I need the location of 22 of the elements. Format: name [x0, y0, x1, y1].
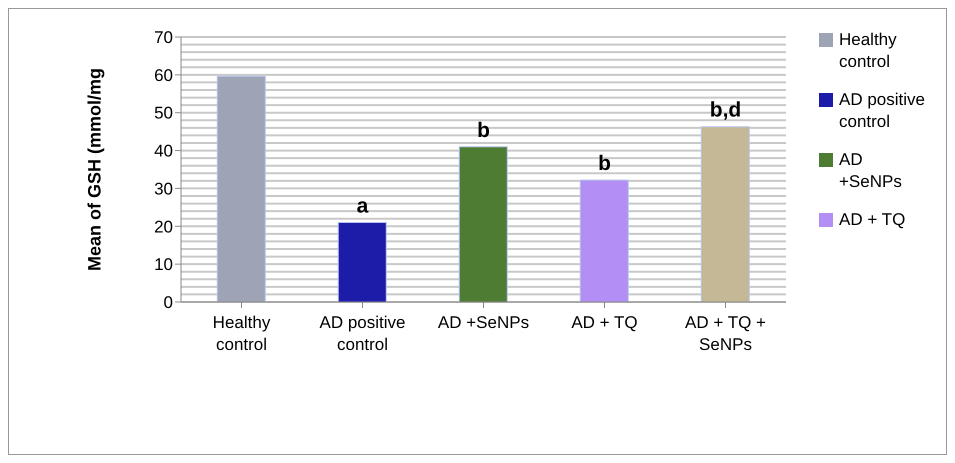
legend-label: Healthy control: [839, 29, 898, 73]
annotation: b: [598, 152, 611, 176]
y-tick-label: 40: [154, 142, 173, 161]
annotation: b: [477, 118, 490, 142]
legend-label: AD positive control: [839, 89, 926, 133]
y-tick-label: 10: [154, 255, 173, 274]
x-tick-label: Healthy control: [212, 313, 271, 354]
x-tick-label: AD positive control: [320, 313, 406, 354]
legend-label: AD +SeNPs: [839, 149, 903, 193]
y-tick-label: 50: [154, 104, 173, 123]
y-tick-label: 20: [154, 217, 173, 236]
legend-label: AD + TQ: [839, 209, 906, 231]
y-tick-label: 60: [154, 66, 173, 85]
y-tick-label: 70: [154, 28, 173, 47]
annotation: a: [356, 194, 369, 218]
y-tick-label: 0: [164, 293, 173, 312]
x-tick-label: AD +SeNPs: [438, 313, 530, 332]
y-tick-label: 30: [154, 179, 173, 198]
x-tick-label: AD + TQ: [571, 313, 638, 332]
x-tick-label: AD + TQ + SeNPs: [685, 313, 766, 354]
annotation: b,d: [710, 98, 742, 122]
y-axis-title: Mean of GSH (mmol/mg: [84, 68, 104, 272]
